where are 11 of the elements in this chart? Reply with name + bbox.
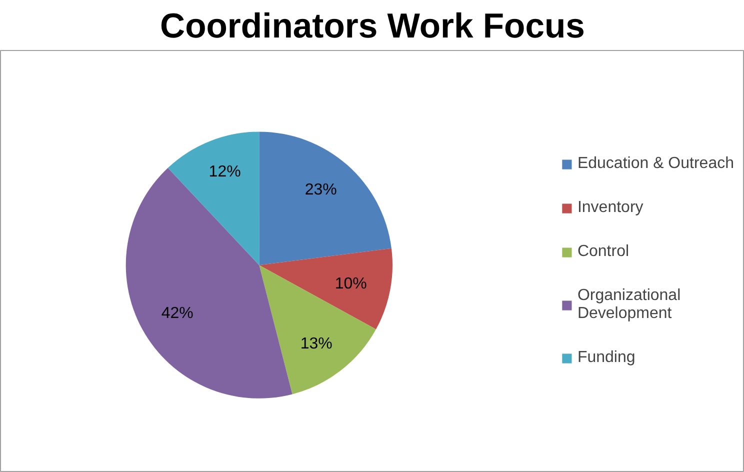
data-label: 23% [304, 181, 337, 198]
legend-label: Organizational Development [577, 287, 681, 323]
data-label: 10% [334, 275, 367, 292]
legend-label: Control [577, 243, 630, 261]
data-label: 13% [300, 336, 332, 353]
legend-label: Education & Outreach [577, 155, 734, 173]
legend-label: Funding [577, 349, 636, 367]
chart-title: Coordinators Work Focus [160, 8, 585, 46]
legend-label: Inventory [577, 199, 644, 217]
data-label: 12% [208, 163, 241, 180]
data-label: 42% [161, 304, 194, 322]
